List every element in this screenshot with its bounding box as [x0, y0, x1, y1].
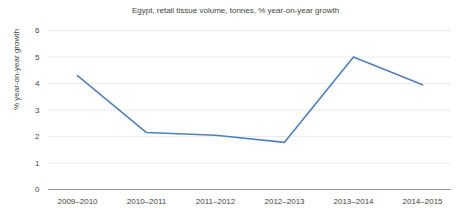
- svg-text:2: 2: [35, 132, 40, 141]
- svg-text:2011–2012: 2011–2012: [196, 197, 236, 206]
- svg-text:0: 0: [35, 185, 40, 194]
- html-text:Egypt, retail tissue volume, t: Egypt, retail tissue volume, tonnes, % y…: [131, 6, 340, 15]
- svg-text:3: 3: [35, 106, 40, 115]
- svg-text:2013–2014: 2013–2014: [333, 197, 374, 206]
- svg-text:2009–2010: 2009–2010: [57, 197, 98, 206]
- svg-text:2014–2015: 2014–2015: [402, 197, 443, 206]
- svg-text:1: 1: [35, 159, 40, 168]
- svg-text:4: 4: [35, 79, 40, 88]
- svg-text:5: 5: [35, 53, 40, 62]
- svg-text:6: 6: [35, 26, 40, 35]
- svg-text:2010–2011: 2010–2011: [127, 197, 167, 206]
- svg-text:% year-on-year growth: % year-on-year growth: [12, 29, 21, 110]
- svg-text:2012–2013: 2012–2013: [264, 197, 305, 206]
